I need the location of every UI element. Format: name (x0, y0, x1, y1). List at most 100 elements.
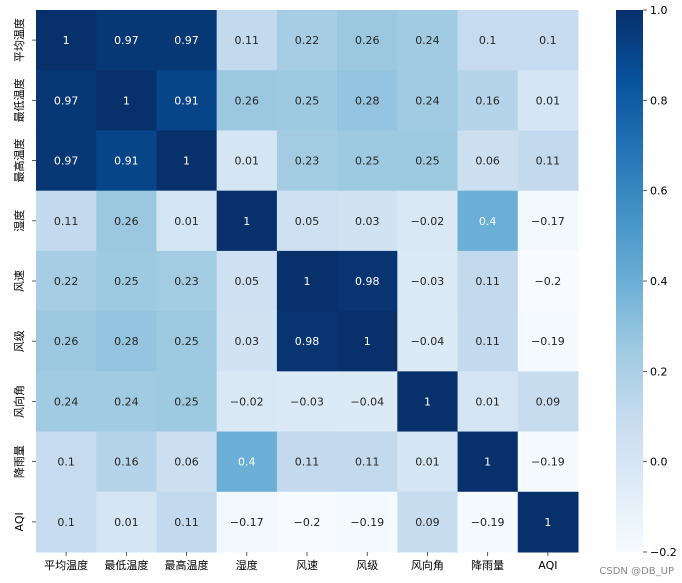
heatmap-cell-label: 0.11 (235, 34, 260, 47)
heatmap-cell (96, 371, 157, 433)
heatmap-cell (36, 250, 97, 312)
heatmap-cell-label: 0.25 (114, 275, 139, 288)
heatmap-cell (96, 10, 157, 71)
heatmap-cell (96, 431, 157, 493)
heatmap-cell-label: −0.02 (230, 395, 264, 408)
heatmap-cell (517, 70, 579, 131)
x-tick-label: 风向角 (411, 558, 444, 572)
heatmap-cell (96, 311, 157, 372)
heatmap-cell (276, 70, 338, 131)
colorbar-gradient (616, 10, 643, 552)
heatmap-cell (517, 10, 579, 71)
heatmap-cell (156, 130, 218, 192)
x-tick-label: 降雨量 (471, 558, 504, 572)
heatmap-cell-label: 0.16 (114, 456, 139, 469)
heatmap-cell (337, 130, 398, 192)
heatmap-cell-label: 0.11 (355, 456, 380, 469)
heatmap-cell (96, 250, 157, 312)
heatmap-cell-label: 1 (364, 335, 371, 348)
heatmap-cell-label: 0.11 (174, 516, 199, 529)
heatmap-cell-label: 0.11 (536, 155, 561, 168)
colorbar-tick-label: 0.2 (650, 365, 668, 378)
heatmap-cell-label: 0.1 (57, 516, 75, 529)
heatmap-cell (457, 190, 519, 252)
heatmap-cell (457, 491, 519, 553)
x-tick-label: 湿度 (236, 558, 258, 572)
heatmap-cell-label: 0.23 (174, 275, 199, 288)
heatmap-cell (337, 371, 398, 433)
colorbar-tick-label: 1.0 (650, 4, 668, 17)
heatmap-cell-label: 0.98 (355, 275, 380, 288)
heatmap-cell (96, 70, 157, 131)
heatmap-cell-label: −0.03 (411, 275, 445, 288)
heatmap-cell-label: 0.01 (536, 94, 561, 107)
heatmap-cell (397, 491, 459, 553)
heatmap-cell (36, 70, 97, 131)
heatmap-cell (216, 190, 278, 252)
heatmap-cell (276, 10, 338, 71)
heatmap-cell-label: 0.03 (235, 335, 260, 348)
heatmap-cell-label: 0.1 (479, 34, 497, 47)
heatmap-cell-label: 0.25 (355, 155, 380, 168)
heatmap-cell-label: 0.24 (415, 94, 440, 107)
heatmap-cell (156, 431, 218, 493)
heatmap-cell-label: 0.4 (238, 456, 256, 469)
heatmap-cell (156, 250, 218, 312)
heatmap-cell (397, 311, 459, 372)
x-axis: 平均温度 最低温度 最高温度 湿度 风速 风级 风向角 降雨量 AQI (44, 552, 558, 572)
x-tick-label: 最高温度 (165, 558, 209, 572)
heatmap-cell-label: 0.06 (475, 155, 500, 168)
heatmap-cell (397, 10, 459, 71)
y-tick-label: 风向角 (12, 385, 26, 418)
heatmap-cell-label: 0.91 (114, 155, 139, 168)
heatmap-cell-label: 0.4 (479, 215, 497, 228)
heatmap-cell-label: −0.17 (531, 215, 565, 228)
heatmap-cell-label: 0.97 (54, 94, 79, 107)
y-tick-label: AQI (13, 512, 26, 531)
heatmap-cell-label: 0.97 (54, 155, 79, 168)
watermark: CSDN @DB_UP (599, 566, 674, 577)
colorbar-tick-label: 0.8 (650, 94, 668, 107)
x-tick-label: 风级 (356, 559, 378, 572)
heatmap-cell (36, 130, 97, 192)
heatmap-cell (457, 311, 519, 372)
heatmap-cell (216, 371, 278, 433)
heatmap-cell (337, 311, 398, 372)
y-tick-label: 风级 (13, 330, 26, 352)
heatmap-cell-label: 0.05 (235, 275, 260, 288)
heatmap-cell (36, 311, 97, 372)
heatmap-cell-label: −0.19 (471, 516, 505, 529)
colorbar-tick-label: 0.0 (650, 456, 668, 469)
heatmap-cell-label: 0.25 (174, 395, 199, 408)
heatmap-cell-label: 0.05 (295, 215, 320, 228)
heatmap-cell-label: 0.91 (174, 94, 199, 107)
heatmap-cell-label: 0.24 (415, 34, 440, 47)
heatmap-cell (96, 190, 157, 252)
x-tick-label: AQI (538, 559, 557, 572)
heatmap-cell (517, 190, 579, 252)
heatmap-cell-label: −0.2 (294, 516, 321, 529)
heatmap-cell-label: 0.11 (475, 335, 500, 348)
heatmap-cell-label: 0.01 (114, 516, 139, 529)
heatmap-cell-label: 0.97 (114, 34, 139, 47)
heatmap-cell (276, 371, 338, 433)
heatmap-cell-label: 0.01 (235, 155, 260, 168)
heatmap-cell (216, 491, 278, 553)
heatmap-cell (517, 491, 579, 553)
heatmap-cell (337, 250, 398, 312)
heatmap-cell-label: 0.09 (415, 516, 440, 529)
heatmap-cell-label: 1 (544, 516, 551, 529)
heatmap-cell-label: 0.1 (57, 456, 75, 469)
heatmap-cell-label: 0.22 (295, 34, 320, 47)
y-tick-label: 降雨量 (12, 445, 26, 478)
heatmap-cell-label: −0.03 (290, 395, 324, 408)
heatmap-cell-label: 0.01 (174, 215, 199, 228)
heatmap-cell (216, 70, 278, 131)
heatmap-cell (457, 431, 519, 493)
heatmap-cell (276, 311, 338, 372)
heatmap-cell (156, 70, 218, 131)
heatmap-cell-label: 0.11 (54, 215, 79, 228)
y-tick-label: 最高温度 (12, 139, 26, 183)
heatmap-cell-label: −0.04 (411, 335, 445, 348)
heatmap-cell (36, 10, 97, 71)
